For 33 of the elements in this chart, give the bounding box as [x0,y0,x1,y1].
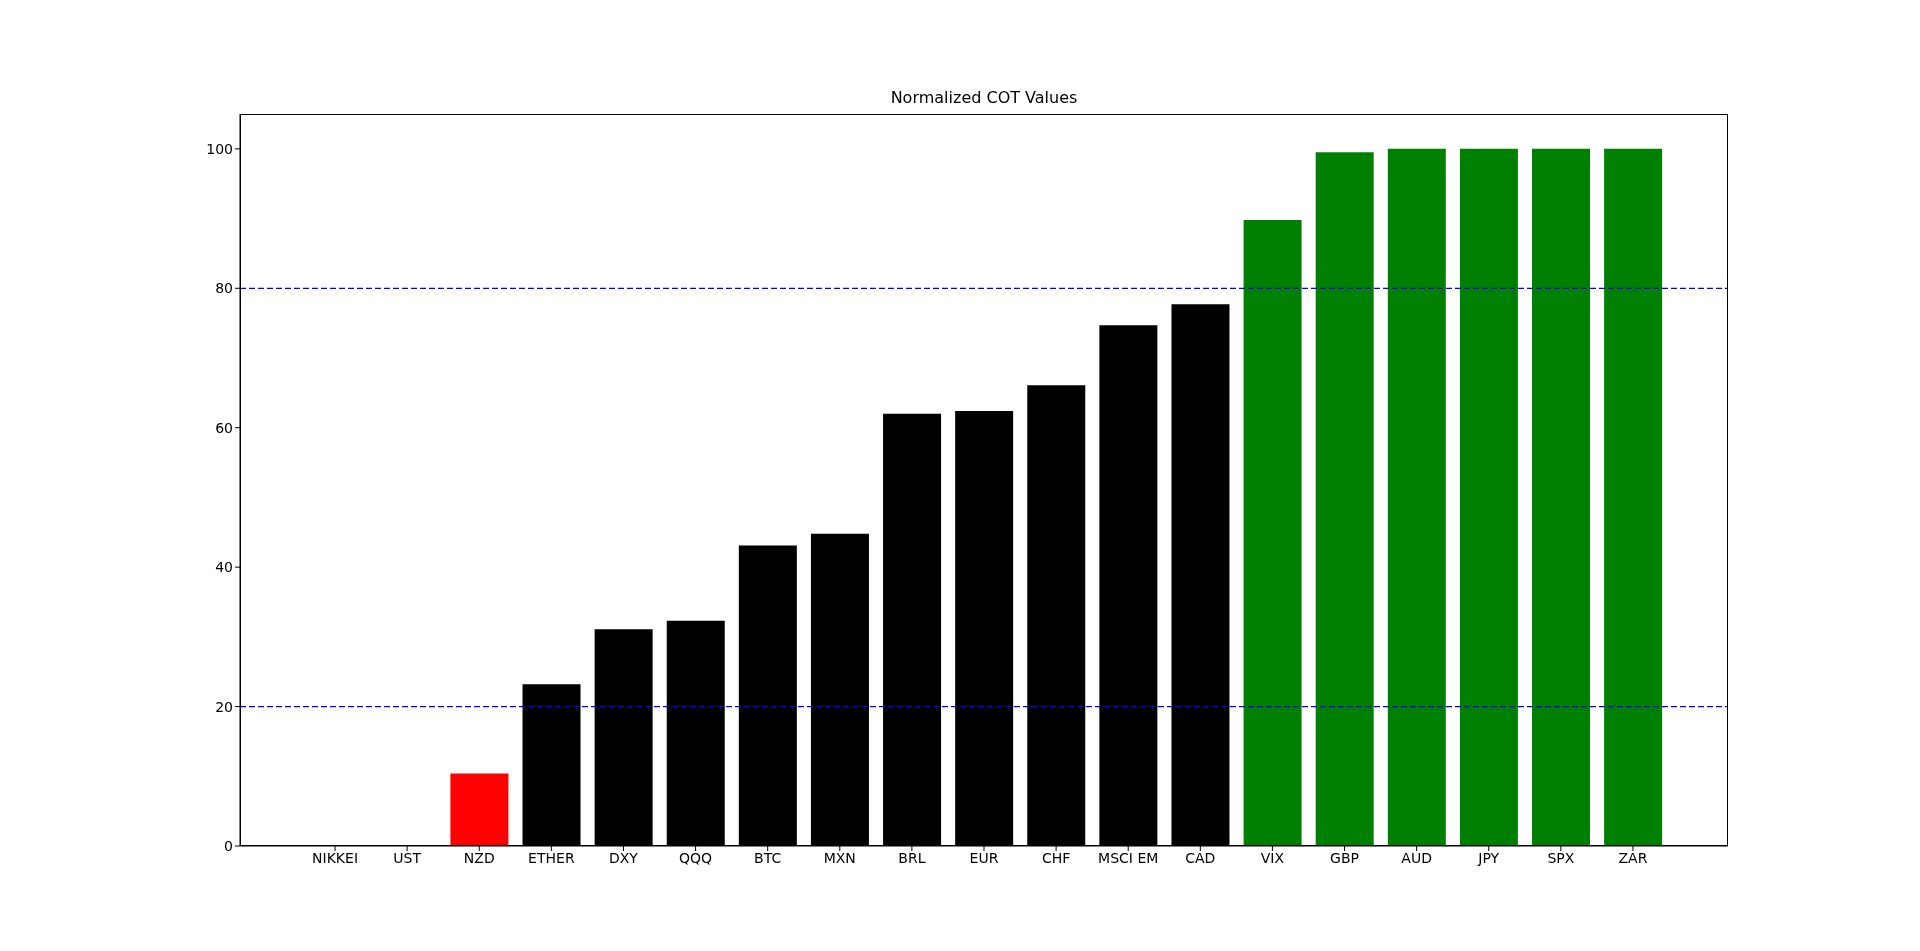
x-tick-label: BRL [898,849,926,866]
x-tick-label: ZAR [1618,849,1648,866]
y-tick-label: 20 [215,698,233,715]
x-tick-label: AUD [1401,849,1432,866]
x-tick-label: NZD [463,849,495,866]
bar [1604,148,1663,846]
bar [1243,219,1302,846]
y-tick-label: 60 [215,419,233,436]
x-tick-label: CHF [1041,849,1071,866]
y-tick-label: 80 [215,280,233,297]
y-tick-label: 100 [206,140,233,157]
x-tick-label: NIKKEI [312,849,359,866]
x-tick-label: BTC [754,849,782,866]
bar [1532,148,1590,846]
x-tick-label: JPY [1477,849,1500,866]
x-tick-label: GBP [1330,849,1359,866]
bar [1387,148,1446,846]
bar [1459,148,1518,846]
y-tick-label: 0 [224,837,233,854]
chart-title: Normalized COT Values [889,88,1079,107]
bar [450,773,509,846]
x-tick-label: UST [393,849,422,866]
x-tick-label: DXY [609,849,639,866]
bar [1315,152,1374,846]
x-tick-label: ETHER [528,849,575,866]
x-tick-label: QQQ [679,849,713,866]
x-tick-label: CAD [1185,849,1216,866]
x-tick-label: MXN [823,849,856,866]
x-tick-label: SPX [1547,849,1575,866]
x-tick-label: EUR [969,849,999,866]
x-tick-label: MSCI EM [1098,849,1159,866]
x-tick-label: VIX [1260,849,1285,866]
y-tick-label: 40 [215,559,233,576]
